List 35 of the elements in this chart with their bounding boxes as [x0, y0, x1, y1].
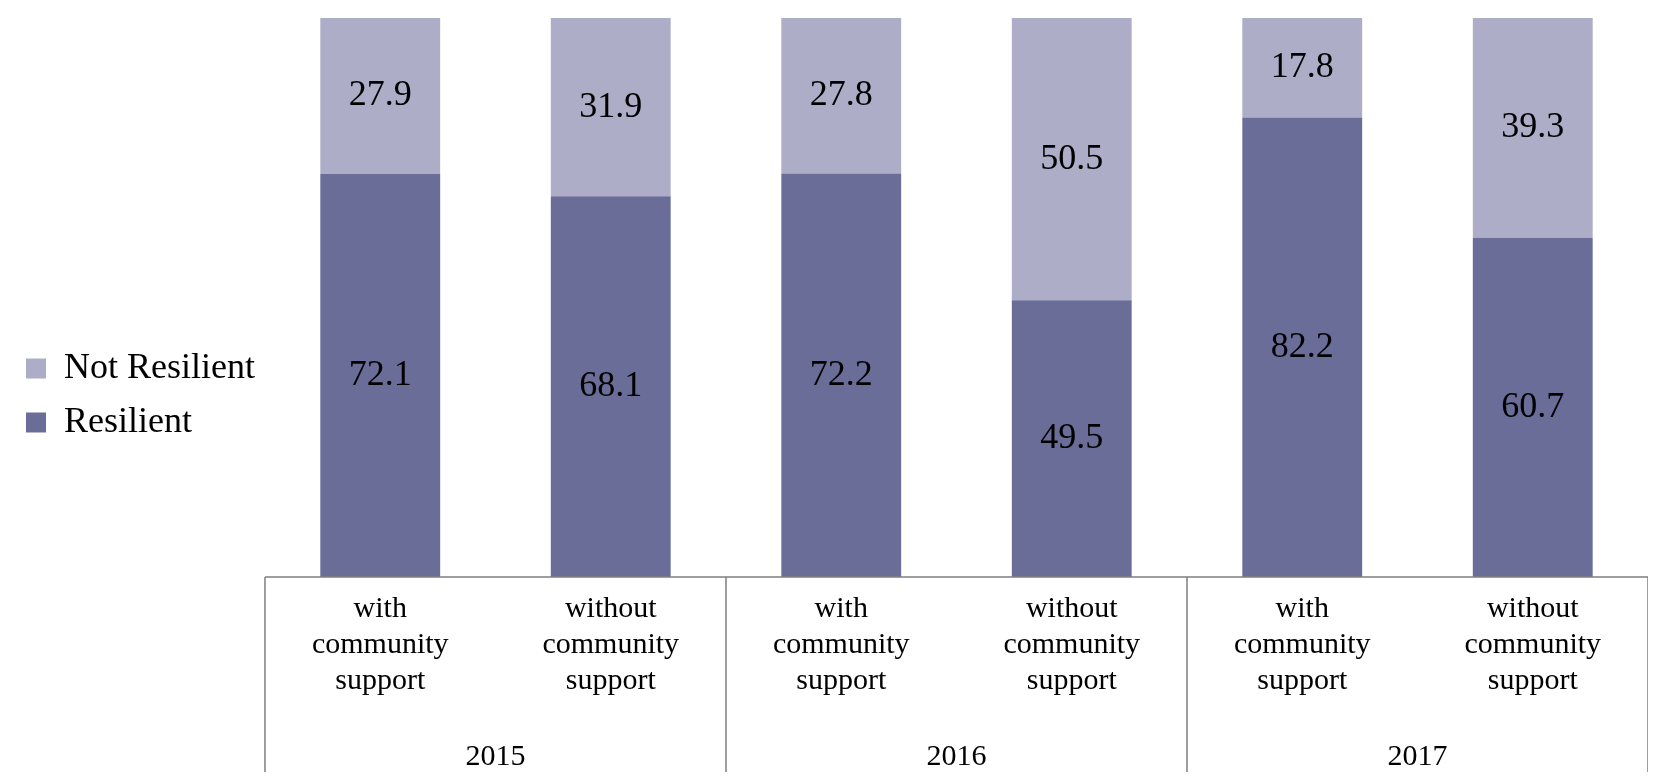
bar — [1011, 18, 1132, 301]
legend-label: Not Resilient — [64, 345, 255, 386]
text: 2015 — [465, 738, 526, 771]
data-label: 72.2 — [809, 352, 873, 393]
x-tick-label: with community support — [311, 589, 449, 695]
data-label: 31.9 — [579, 84, 643, 125]
bar — [1011, 300, 1132, 577]
legend-label: Resilient — [64, 399, 192, 440]
bar — [1472, 18, 1593, 238]
data-label: 82.2 — [1270, 324, 1334, 365]
data-label: 17.8 — [1270, 45, 1334, 86]
bar — [1242, 117, 1363, 577]
bar — [1472, 237, 1593, 577]
x-tick-label: without community support — [1464, 589, 1602, 695]
bar — [1242, 18, 1363, 118]
bar — [550, 18, 671, 197]
x-tick-label: without community support — [1003, 589, 1141, 695]
data-label: 49.5 — [1040, 416, 1104, 457]
bar — [781, 173, 902, 577]
data-label: 68.1 — [579, 364, 643, 405]
x-tick-label: with community support — [1233, 589, 1371, 695]
bar — [320, 173, 441, 577]
text: 2017 — [1387, 738, 1448, 771]
data-label: 72.1 — [348, 352, 412, 393]
bar — [550, 196, 671, 577]
data-label: 39.3 — [1501, 105, 1565, 146]
bar — [320, 18, 441, 174]
data-label: 27.9 — [348, 73, 412, 114]
x-tick-label: without community support — [542, 589, 680, 695]
text: 2016 — [926, 738, 987, 771]
x-tick-label: with community support — [772, 589, 910, 695]
bar — [781, 18, 902, 174]
data-label: 60.7 — [1501, 384, 1565, 425]
data-label: 50.5 — [1040, 136, 1104, 177]
data-label: 27.8 — [809, 73, 873, 114]
